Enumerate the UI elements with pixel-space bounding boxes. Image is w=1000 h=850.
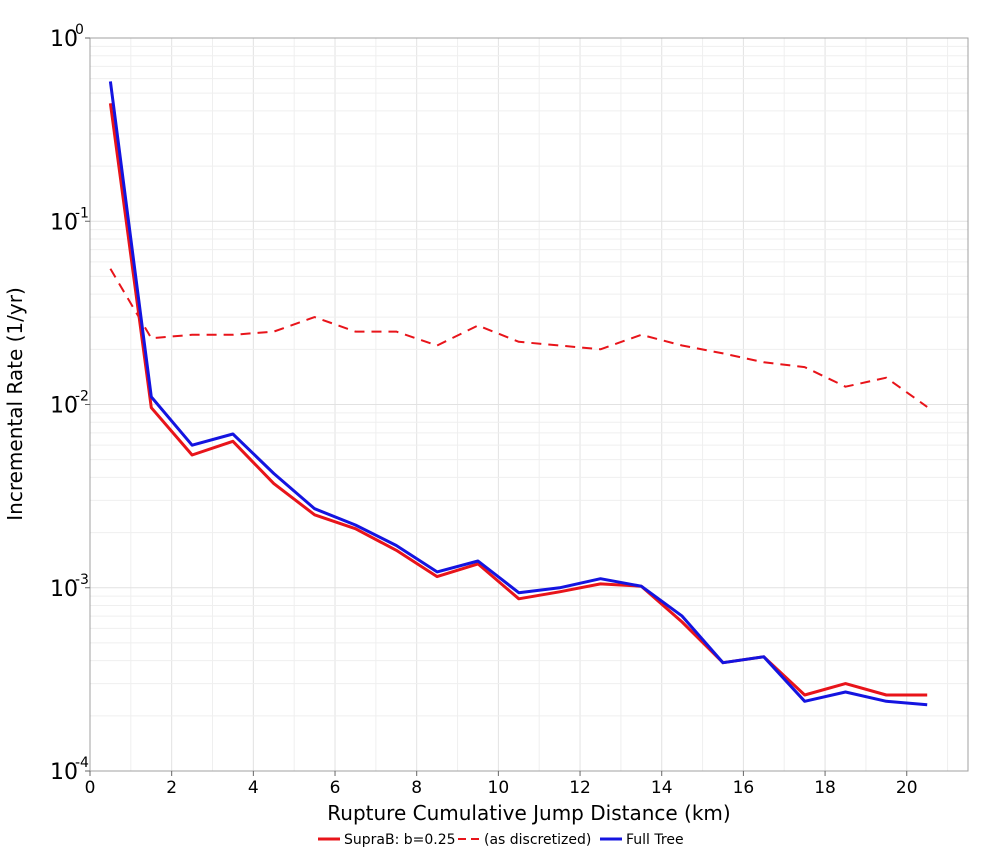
legend-label: (as discretized) xyxy=(484,832,591,848)
x-tick-label: 8 xyxy=(411,778,422,798)
y-tick-base: 10 xyxy=(50,27,78,52)
series-lines xyxy=(108,81,928,707)
x-tick-label: 20 xyxy=(896,778,918,798)
y-tick-label: 10-1 xyxy=(50,205,89,235)
x-axis-label: Rupture Cumulative Jump Distance (km) xyxy=(327,801,730,825)
y-tick-exponent: -1 xyxy=(75,205,89,221)
y-tick-exponent: -4 xyxy=(75,755,89,771)
x-tick-label: 12 xyxy=(569,778,591,798)
grid-lines xyxy=(90,37,968,771)
series-line xyxy=(108,103,928,697)
x-axis-ticks: 0 2 4 6 8 10 12 14 16 18 20 xyxy=(85,771,918,798)
x-tick-label: 6 xyxy=(330,778,341,798)
x-tick-label: 18 xyxy=(814,778,836,798)
y-tick-base: 10 xyxy=(50,394,78,419)
series-line xyxy=(109,268,928,408)
x-tick-label: 10 xyxy=(488,778,510,798)
legend-label: Full Tree xyxy=(626,832,684,848)
y-tick-label: 10-3 xyxy=(50,572,89,602)
y-tick-exponent: -2 xyxy=(75,389,89,405)
x-tick-label: 4 xyxy=(248,778,259,798)
y-axis-label: Incremental Rate (1/yr) xyxy=(3,287,27,520)
x-tick-label: 16 xyxy=(733,778,755,798)
x-tick-label: 14 xyxy=(651,778,673,798)
y-tick-exponent: -3 xyxy=(75,572,89,588)
y-tick-base: 10 xyxy=(50,760,78,785)
y-tick-label: 10-2 xyxy=(50,389,89,419)
series-line xyxy=(108,81,928,707)
legend-label: SupraB: b=0.25 xyxy=(344,832,456,848)
y-tick-base: 10 xyxy=(50,577,78,602)
y-tick-exponent: 0 xyxy=(75,22,84,38)
x-tick-label: 2 xyxy=(166,778,177,798)
y-tick-label: 100 xyxy=(50,22,84,52)
x-tick-label: 0 xyxy=(85,778,96,798)
y-tick-base: 10 xyxy=(50,210,78,235)
y-tick-label: 10-4 xyxy=(50,755,89,785)
legend: SupraB: b=0.25 (as discretized) Full Tree xyxy=(318,832,684,848)
